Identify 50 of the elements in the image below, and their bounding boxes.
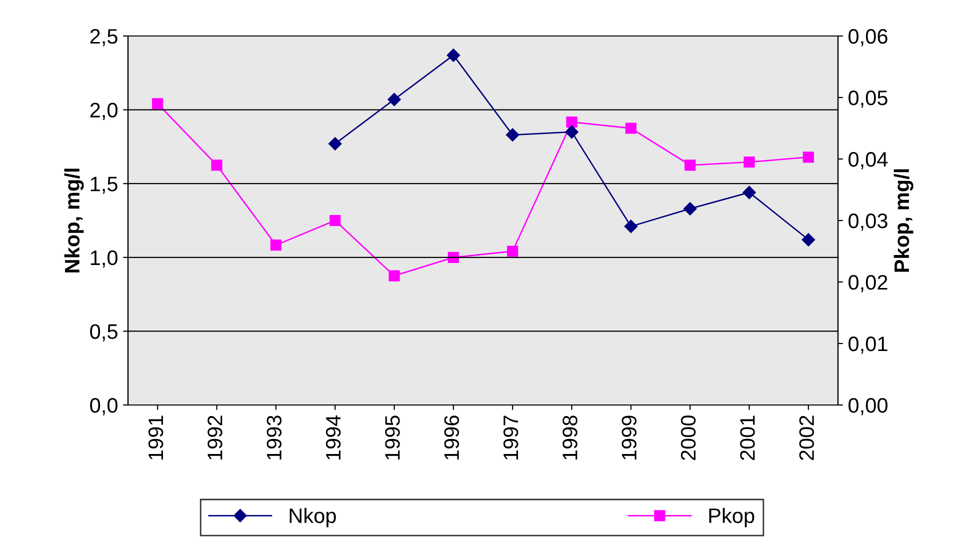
x-tick-label: 1996 [444, 416, 460, 460]
x-tick-label: 1999 [622, 416, 637, 460]
y2-tick-label: 0,05 [848, 90, 888, 108]
y2-tick-label: 0,02 [848, 275, 888, 292]
x-tick-label: 1992 [208, 416, 222, 460]
point [684, 160, 696, 171]
point [388, 92, 401, 106]
point [506, 128, 520, 142]
x-tick-label: 1991 [148, 416, 164, 460]
y-tick-label: 2,5 [90, 29, 118, 46]
point [448, 252, 459, 263]
y2-tick-label: 0,00 [848, 398, 888, 416]
point [625, 122, 636, 134]
y-tick-label: 1,5 [90, 176, 118, 194]
y-tick-label: 0,0 [90, 398, 118, 416]
y2-tick-label: 0,03 [848, 214, 888, 231]
y-tick-label: 1,0 [90, 250, 118, 268]
y-tick-label: 0,5 [90, 324, 118, 342]
point [211, 160, 222, 171]
y2-tick-label: 0,04 [848, 152, 888, 170]
x-tick-label: 2002 [799, 416, 814, 460]
x-tick-label: 1998 [562, 416, 578, 460]
y-tick-label: 2,0 [90, 102, 118, 120]
point [624, 220, 638, 233]
point [744, 156, 755, 168]
point [802, 233, 816, 246]
x-tick-label: 1994 [326, 415, 341, 460]
legend-label: Nkop [290, 508, 336, 528]
point [152, 98, 164, 110]
legend-label: Pkop [709, 508, 754, 528]
point [507, 246, 518, 257]
y-axis-title: Nkop, mg/l [64, 168, 84, 272]
y2-axis-title: Pkop, mg/l [894, 169, 914, 272]
x-tick-label: 1997 [503, 416, 518, 460]
y2-tick-label: 0,06 [848, 29, 888, 46]
point [270, 240, 282, 251]
x-tick-label: 2000 [680, 416, 696, 460]
point [330, 214, 341, 226]
point [328, 137, 342, 150]
x-tick-label: 2001 [740, 416, 755, 460]
x-tick-label: 1995 [385, 416, 400, 460]
point [446, 48, 460, 62]
point [742, 186, 756, 200]
point [802, 152, 814, 163]
point [388, 270, 400, 282]
point [566, 116, 578, 128]
x-tick-label: 1993 [266, 416, 282, 460]
point [565, 125, 578, 139]
y2-tick-label: 0,01 [848, 336, 888, 354]
point [683, 202, 697, 216]
